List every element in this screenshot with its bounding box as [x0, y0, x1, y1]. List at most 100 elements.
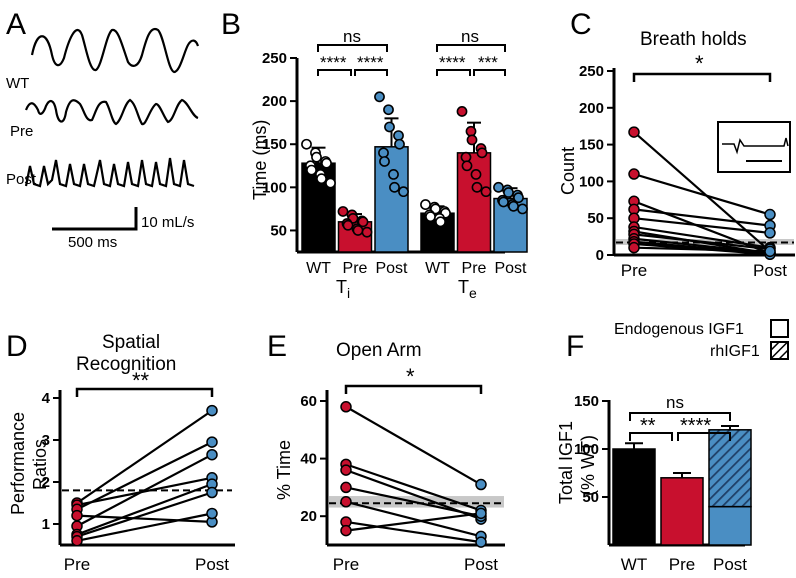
- b-sig-ti-ns: ns: [343, 27, 361, 46]
- scale-time-label: 500 ms: [68, 234, 117, 251]
- e-y-axis-label: % Time: [274, 440, 294, 500]
- b-group-label-ti: Ti: [336, 277, 350, 301]
- f-bar-post-rhigf1: [708, 429, 752, 508]
- d-x-label-post: Post: [195, 555, 229, 574]
- b-y-axis-label: Time (ms): [250, 120, 270, 200]
- b-data-point: [493, 181, 504, 193]
- f-y-axis-label: Total IGF1: [556, 421, 576, 504]
- b-data-point: [383, 104, 394, 116]
- e-title: Open Arm: [336, 340, 422, 361]
- b-data-point: [379, 156, 390, 167]
- f-bracket-2: [677, 432, 731, 441]
- f-x-tick-label: Pre: [669, 555, 695, 574]
- e-post-point: [475, 536, 487, 548]
- d-sig: **: [132, 368, 150, 393]
- trace-label-post: Post: [6, 171, 37, 188]
- f-bracket-1: [629, 432, 673, 441]
- b-sig-te-2: ***: [478, 53, 498, 72]
- b-sig-te-ns: ns: [461, 27, 479, 46]
- b-sig-ti-1: ****: [320, 53, 347, 72]
- c-x-label-pre: Pre: [621, 261, 647, 280]
- f-x-tick-label: Post: [713, 555, 747, 574]
- panel-a: A WT Pre Post 500 ms 10 mL/s: [6, 8, 200, 251]
- b-data-point: [425, 211, 436, 223]
- b-x-tick-label: WT: [425, 260, 450, 277]
- b-bracket-ti-ns: [317, 44, 388, 52]
- e-x-label-post: Post: [464, 555, 498, 574]
- panel-d: D Spatial Recognition Performance Ratios…: [6, 330, 235, 574]
- b-data-point: [471, 181, 483, 193]
- b-x-tick-label: WT: [306, 260, 331, 277]
- b-data-point: [466, 134, 478, 146]
- c-paired-line: [633, 217, 771, 235]
- c-y-tick-label: 150: [579, 137, 604, 154]
- d-x-label-pre: Pre: [64, 555, 90, 574]
- e-pre-point: [340, 481, 352, 494]
- f-bar-pre: [660, 477, 704, 546]
- f-y-tick-label: 150: [574, 393, 599, 410]
- b-data-point: [517, 203, 528, 215]
- b-data-point: [398, 186, 409, 198]
- c-y-tick-label: 50: [587, 210, 604, 227]
- b-data-point: [352, 225, 364, 236]
- d-post-point: [206, 507, 218, 520]
- c-pre-point: [628, 168, 640, 180]
- d-paired-line: [76, 514, 213, 523]
- b-data-point: [435, 216, 446, 228]
- d-pre-point: [71, 509, 83, 522]
- panel-d-letter: D: [6, 330, 28, 363]
- b-data-point: [508, 200, 519, 212]
- post-flow-trace: [24, 157, 195, 188]
- e-post-point: [475, 478, 487, 491]
- e-post-point: [475, 507, 487, 520]
- c-y-tick-label: 250: [579, 63, 604, 80]
- c-sig: *: [695, 51, 704, 76]
- e-paired-line: [345, 512, 482, 532]
- d-y-tick-label: 2: [42, 474, 50, 491]
- d-post-point: [206, 448, 218, 461]
- f-y-tick-label: 100: [574, 441, 599, 458]
- e-paired-line: [345, 405, 482, 486]
- d-title-line1: Spatial: [102, 332, 160, 353]
- b-data-point: [480, 186, 492, 198]
- b-group-label-te: Te: [458, 277, 477, 301]
- e-paired-line: [345, 520, 482, 544]
- b-y-tick-label: 100: [262, 179, 287, 196]
- d-paired-line: [76, 453, 213, 528]
- d-bracket: [75, 387, 214, 397]
- b-bracket-te-ns: [436, 44, 506, 52]
- b-data-point: [342, 219, 354, 231]
- f-legend-swatch-endogenous: [770, 319, 789, 338]
- f-bar-wt: [612, 448, 656, 546]
- b-data-point: [461, 160, 473, 172]
- f-y-axis-label-2: (% WT): [578, 435, 598, 496]
- d-post-point: [206, 486, 218, 499]
- b-bracket-te-1: [436, 69, 471, 76]
- f-bar-post-endogenous: [708, 505, 752, 546]
- e-y-tick-label: 60: [300, 393, 317, 410]
- panel-f-letter: F: [566, 330, 584, 363]
- c-post-point: [764, 245, 776, 258]
- e-paired-line: [345, 500, 482, 538]
- trace-label-pre: Pre: [10, 123, 33, 140]
- b-sig-ti-2: ****: [357, 53, 384, 72]
- d-y-tick-label: 1: [42, 516, 50, 533]
- e-x-label-pre: Pre: [333, 555, 359, 574]
- c-paired-line: [633, 246, 771, 253]
- b-data-point: [470, 168, 482, 180]
- b-x-tick-label: Pre: [462, 260, 487, 277]
- b-data-point: [311, 151, 322, 163]
- d-y-axis-label-line1: Performance: [8, 412, 28, 515]
- d-y-tick-label: 3: [42, 432, 50, 449]
- b-data-point: [361, 226, 373, 238]
- f-bracket-ns: [629, 412, 731, 421]
- b-x-tick-label: Pre: [343, 260, 368, 277]
- c-post-point: [764, 208, 776, 221]
- b-data-point: [301, 138, 312, 150]
- b-x-tick-label: Post: [494, 260, 527, 277]
- b-sig-te-1: ****: [439, 53, 466, 72]
- c-y-tick-label: 200: [579, 100, 604, 117]
- c-y-axis-label: Count: [558, 147, 578, 195]
- d-paired-line: [76, 441, 213, 511]
